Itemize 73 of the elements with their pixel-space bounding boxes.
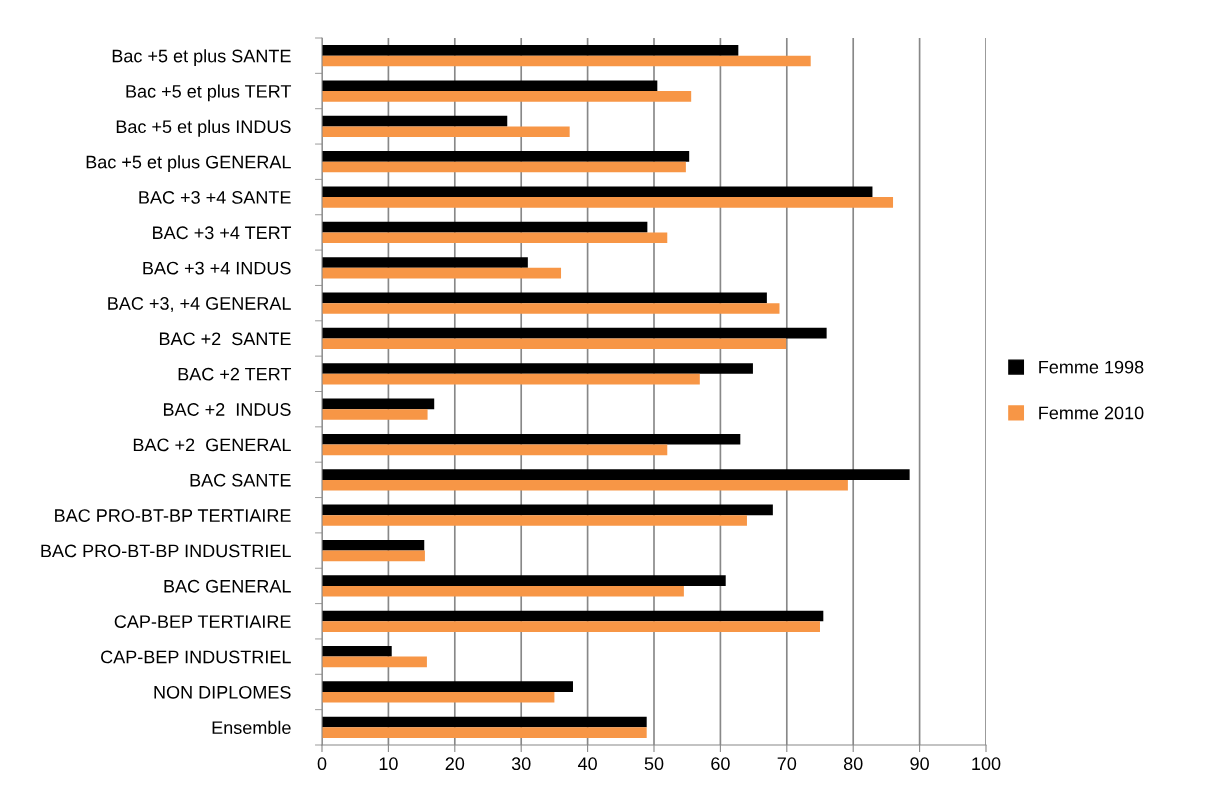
bar (322, 186, 873, 198)
bar (322, 197, 894, 208)
y-tick-label: BAC PRO-BT-BP INDUSTRIEL (41, 544, 291, 558)
bar (322, 126, 570, 137)
y-tick-label: BAC +2 TERT (178, 367, 292, 381)
bar (322, 91, 692, 102)
y-tick-label: BAC +3 +4 TERT (153, 226, 292, 240)
bar (322, 398, 435, 410)
bar (322, 539, 425, 551)
bar (322, 373, 700, 385)
y-tick-label: BAC +2 SANTE (159, 332, 291, 346)
y-tick-label: CAP-BEP TERTIAIRE (114, 615, 291, 628)
y-tick-label: BAC GENERAL (164, 579, 291, 593)
bar (322, 469, 910, 480)
x-tick-label: 30 (511, 757, 531, 771)
bar (322, 221, 648, 233)
y-tick-label: NON DIPLOMES (154, 685, 291, 699)
x-tick-label: 50 (644, 757, 664, 771)
bar (322, 479, 848, 491)
x-tick-label: 0 (317, 757, 327, 771)
x-tick-label: 60 (711, 757, 730, 771)
legend-label: Femme 2010 (1039, 406, 1144, 420)
x-tick-label: 10 (379, 757, 398, 771)
y-tick-label: BAC +3 +4 SANTE (139, 191, 291, 204)
y-tick-label: BAC +2 INDUS (163, 403, 291, 416)
bar (322, 338, 787, 350)
y-tick-label: Bac +5 et plus GENERAL (86, 155, 291, 173)
x-tick-label: 90 (910, 757, 929, 771)
bar (322, 232, 668, 244)
bar (322, 646, 392, 657)
y-tick-label: Ensemble (212, 720, 291, 735)
bar (322, 327, 827, 339)
bar (322, 656, 427, 668)
bar (322, 267, 562, 279)
bar (322, 55, 811, 67)
bar (322, 515, 747, 526)
y-tick-label: BAC +3 +4 INDUS (143, 261, 291, 275)
y-tick-label: Bac +5 et plus TERT (126, 84, 292, 102)
y-tick-label: BAC SANTE (190, 473, 291, 487)
bar (322, 151, 690, 162)
bar (322, 292, 767, 304)
bar (322, 115, 508, 127)
y-tick-label: Bac +5 et plus INDUS (116, 119, 291, 137)
bar (322, 409, 428, 420)
bar (322, 504, 773, 516)
bar (322, 681, 573, 692)
y-tick-label: CAP-BEP INDUSTRIEL (101, 650, 291, 664)
bar (322, 716, 647, 728)
bar (322, 691, 555, 703)
bar (322, 550, 425, 562)
bar (322, 575, 726, 586)
bar (322, 444, 668, 456)
bar (322, 585, 684, 597)
legend-label: Femme 1998 (1039, 360, 1144, 374)
y-tick-label: BAC +3, +4 GENERAL (108, 297, 291, 312)
bar (322, 80, 658, 92)
bar (322, 621, 820, 632)
y-tick-label: BAC +2 GENERAL (133, 438, 291, 452)
x-tick-label: 80 (843, 757, 863, 771)
bar (322, 610, 824, 622)
bar (322, 161, 686, 173)
bar (322, 363, 753, 374)
bar (322, 727, 647, 738)
bar (322, 45, 739, 56)
bar (322, 257, 528, 268)
x-tick-label: 20 (445, 757, 465, 771)
x-tick-label: 100 (972, 757, 1001, 771)
y-tick-label: Bac +5 et plus SANTE (112, 49, 291, 66)
x-tick-label: 70 (777, 757, 797, 771)
bar (322, 303, 780, 314)
x-tick-label: 40 (577, 757, 597, 771)
y-tick-label: BAC PRO-BT-BP TERTIAIRE (55, 509, 291, 522)
bar (322, 433, 741, 445)
